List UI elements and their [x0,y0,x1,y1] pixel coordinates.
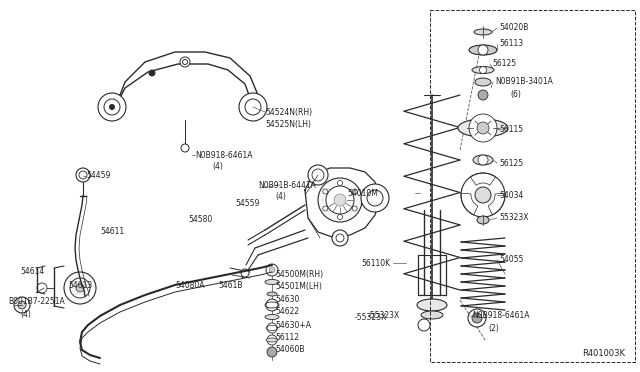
Circle shape [37,283,47,293]
Ellipse shape [477,216,489,224]
Circle shape [181,144,189,152]
Ellipse shape [472,67,494,74]
Text: 54459: 54459 [86,171,110,180]
Circle shape [472,313,482,323]
Text: 54525N(LH): 54525N(LH) [265,119,311,128]
Text: 54580: 54580 [188,215,212,224]
Circle shape [475,187,491,203]
Text: 55323X: 55323X [499,214,529,222]
Circle shape [180,57,190,67]
Text: N0B918-6461A: N0B918-6461A [195,151,253,160]
Text: 56125: 56125 [499,158,523,167]
Circle shape [323,189,328,194]
Circle shape [352,189,357,194]
Text: N0B91B-6441A: N0B91B-6441A [258,180,316,189]
Circle shape [469,114,497,142]
Text: 54524N(RH): 54524N(RH) [265,108,312,116]
Wedge shape [461,193,478,215]
Text: 54034: 54034 [499,190,524,199]
Ellipse shape [475,78,491,86]
Text: 56125: 56125 [492,60,516,68]
Text: 54055: 54055 [499,256,524,264]
Text: 56112: 56112 [275,333,299,341]
Text: 54060B: 54060B [275,344,305,353]
Ellipse shape [265,314,279,320]
Circle shape [318,178,362,222]
Circle shape [241,269,249,277]
Text: -55323X: -55323X [368,311,400,320]
Ellipse shape [473,155,493,165]
Circle shape [76,168,90,182]
Circle shape [326,186,354,214]
Text: 54080A: 54080A [175,282,205,291]
Wedge shape [470,173,495,185]
Circle shape [109,105,115,109]
Circle shape [479,67,486,74]
Text: (4): (4) [20,310,31,318]
Circle shape [267,335,277,345]
Text: 54559: 54559 [235,199,259,208]
Circle shape [239,93,267,121]
Text: N0B918-6461A: N0B918-6461A [472,311,529,321]
Text: 5461B: 5461B [218,282,243,291]
Text: N0B91B-3401A: N0B91B-3401A [495,77,553,87]
Wedge shape [488,193,505,215]
Text: 54614: 54614 [20,267,44,276]
Circle shape [468,309,486,327]
Text: 56113: 56113 [499,39,523,48]
Circle shape [266,264,278,276]
Circle shape [149,70,155,76]
Text: -55323X: -55323X [355,314,387,323]
Ellipse shape [417,299,447,311]
Circle shape [478,155,488,165]
Circle shape [478,90,488,100]
Text: 54010M: 54010M [347,189,378,198]
Circle shape [478,45,488,55]
Ellipse shape [421,311,443,319]
Text: 54630: 54630 [275,295,300,304]
Circle shape [308,165,328,185]
Text: R401003K: R401003K [582,349,625,358]
Circle shape [352,206,357,211]
Ellipse shape [266,338,278,342]
Ellipse shape [458,119,508,137]
Circle shape [266,299,278,311]
Circle shape [14,297,30,313]
Text: 54500M(RH): 54500M(RH) [275,270,323,279]
Text: B001B7-2251A: B001B7-2251A [8,298,65,307]
Text: 54630+A: 54630+A [275,321,311,330]
Text: (6): (6) [510,90,521,99]
Circle shape [334,194,346,206]
Circle shape [64,272,96,304]
Circle shape [337,215,342,219]
Circle shape [477,122,489,134]
Ellipse shape [474,29,492,35]
Circle shape [267,323,277,333]
Circle shape [76,284,84,292]
Circle shape [267,347,277,357]
Circle shape [418,319,430,331]
Circle shape [18,301,26,309]
Text: 54622: 54622 [275,307,299,315]
Text: (4): (4) [212,163,223,171]
Circle shape [323,206,328,211]
Text: 54020B: 54020B [499,23,529,32]
Circle shape [361,184,389,212]
Text: 56115: 56115 [499,125,523,135]
Circle shape [98,93,126,121]
Ellipse shape [469,45,497,55]
Circle shape [332,230,348,246]
Text: 56110K: 56110K [361,259,390,267]
Ellipse shape [265,279,279,285]
Text: 54501M(LH): 54501M(LH) [275,282,322,292]
Text: (2): (2) [488,324,499,333]
Text: 54613: 54613 [68,280,92,289]
Text: (4): (4) [275,192,286,202]
Ellipse shape [267,292,277,296]
Text: 54611: 54611 [100,228,124,237]
Circle shape [337,180,342,186]
Circle shape [269,267,275,273]
